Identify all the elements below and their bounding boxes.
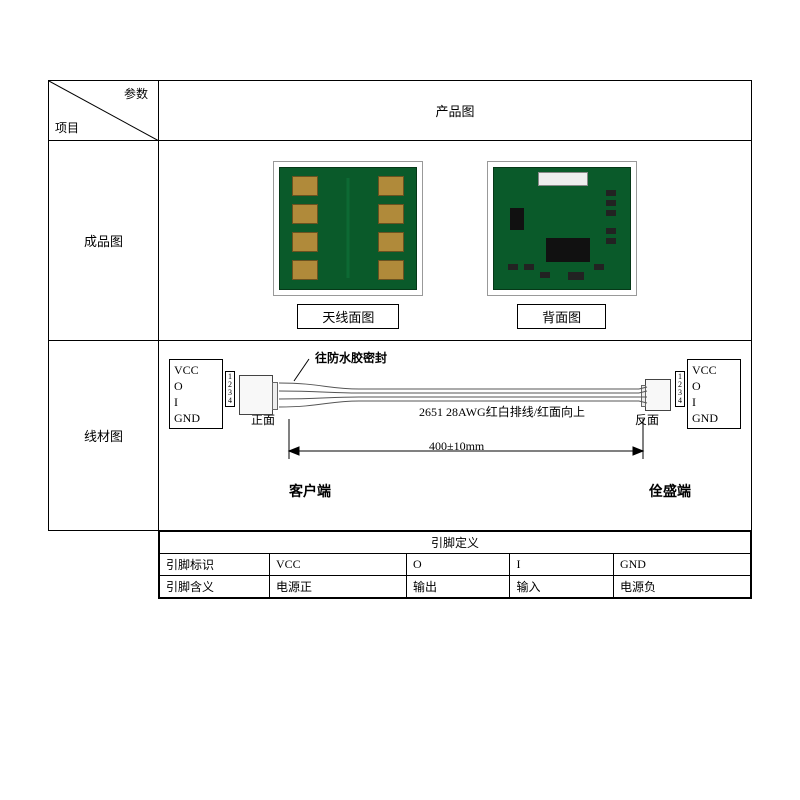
header-right: 产品图 (159, 81, 752, 141)
antenna-caption: 天线面图 (297, 304, 399, 329)
back-pcb (493, 167, 631, 290)
cable-svg (159, 341, 753, 531)
pindef-title: 引脚定义 (160, 532, 751, 554)
wire-cell: VCC O I GND 1 2 3 4 正面 VCC O I GND 1 2 (159, 341, 752, 531)
pindef-id-3: GND (613, 554, 750, 576)
pindef-id-2: I (510, 554, 613, 576)
pcb-row-label: 成品图 (49, 141, 159, 341)
pindef-m-1: 输出 (407, 576, 510, 598)
pindef-id-0: VCC (270, 554, 407, 576)
vendor-label: 佺盛端 (649, 481, 691, 501)
header-right-text: 产品图 (435, 104, 474, 119)
pindef-cell: 引脚定义 引脚标识 VCC O I GND 引脚含义 电源正 输出 输入 电源负 (159, 531, 752, 599)
pindef-m-2: 输入 (510, 576, 613, 598)
pindef-m-0: 电源正 (270, 576, 407, 598)
wire-row-label: 线材图 (49, 341, 159, 531)
pindef-r2-label: 引脚含义 (160, 576, 270, 598)
header-item-label: 项目 (55, 119, 79, 136)
back-side: 背面图 (487, 161, 637, 329)
seal-note: 往防水胶密封 (315, 349, 387, 366)
pindef-empty (49, 531, 159, 599)
antenna-pcb (279, 167, 417, 290)
header-diagonal-cell: 参数 项目 (49, 81, 159, 141)
pindef-id-1: O (407, 554, 510, 576)
cable-spec: 2651 28AWG红白排线/红面向上 (419, 403, 585, 420)
back-caption: 背面图 (517, 304, 606, 329)
spec-table: 参数 项目 产品图 成品图 (48, 80, 752, 599)
client-label: 客户端 (289, 481, 331, 501)
pindef-m-3: 电源负 (613, 576, 750, 598)
header-param-label: 参数 (124, 85, 148, 102)
back-frame (487, 161, 637, 296)
pcb-cell: 天线面图 (159, 141, 752, 341)
pindef-r1-label: 引脚标识 (160, 554, 270, 576)
pindef-table: 引脚定义 引脚标识 VCC O I GND 引脚含义 电源正 输出 输入 电源负 (159, 531, 751, 598)
dimension-label: 400±10mm (429, 439, 484, 454)
antenna-frame (273, 161, 423, 296)
antenna-side: 天线面图 (273, 161, 423, 329)
